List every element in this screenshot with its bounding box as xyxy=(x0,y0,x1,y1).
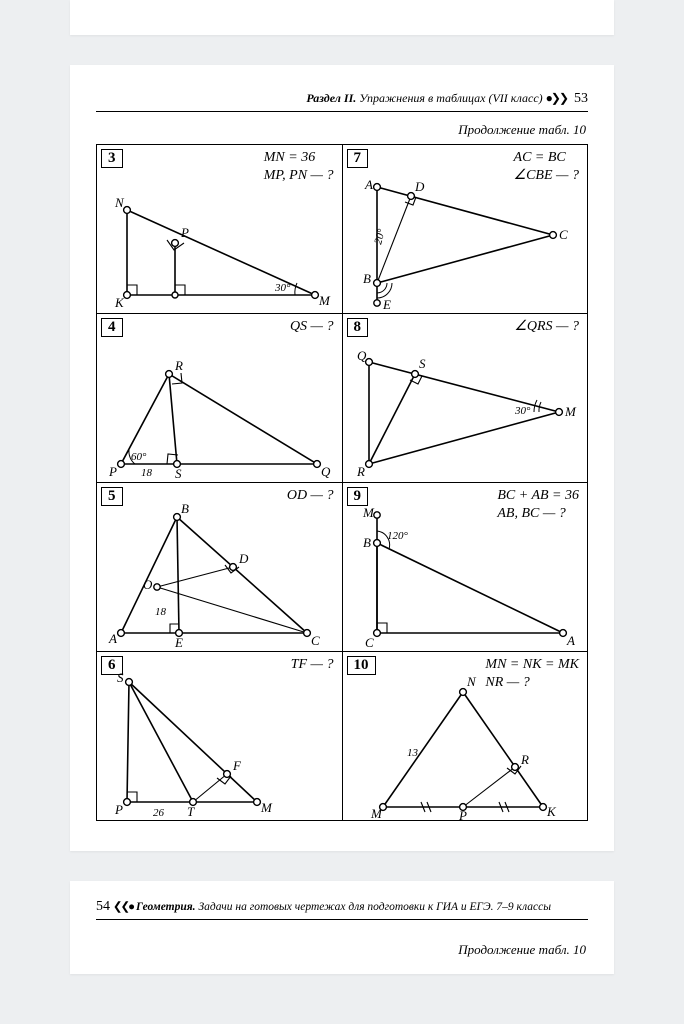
svg-text:M: M xyxy=(370,806,383,820)
svg-text:B: B xyxy=(181,501,189,516)
svg-text:P: P xyxy=(180,225,189,240)
svg-text:E: E xyxy=(174,635,183,650)
svg-text:D: D xyxy=(414,179,425,194)
svg-text:R: R xyxy=(174,358,183,373)
svg-text:S: S xyxy=(175,466,182,481)
header-page: 53 xyxy=(574,91,588,106)
svg-text:B: B xyxy=(363,535,371,550)
svg-text:20°: 20° xyxy=(372,227,388,246)
header-section: Раздел II. xyxy=(306,91,356,105)
svg-text:K: K xyxy=(114,295,125,310)
footer-sub: Задачи на готовых чертежах для подготовк… xyxy=(198,901,551,913)
footer-continuation: Продолжение табл. 10 xyxy=(96,942,586,958)
table-continuation: Продолжение табл. 10 xyxy=(96,122,586,138)
svg-text:P: P xyxy=(458,808,467,820)
svg-text:A: A xyxy=(108,631,117,646)
svg-text:N: N xyxy=(114,195,125,210)
cell-3: 3 MN = 36 MP, PN — ? 30° N P K M xyxy=(97,145,342,313)
svg-text:13: 13 xyxy=(407,747,419,759)
svg-text:R: R xyxy=(356,464,365,479)
svg-text:T: T xyxy=(187,804,195,819)
svg-text:B: B xyxy=(363,271,371,286)
cell-8-figure: 30° Q S M R xyxy=(343,314,589,482)
svg-text:120°: 120° xyxy=(387,530,409,542)
cell-7: 7 AC = BC ∠CBE — ? 20° A D C B E xyxy=(343,145,588,313)
header-bullets: ●❯❯ xyxy=(546,91,567,105)
svg-text:A: A xyxy=(364,177,373,192)
cell-10-figure: 13 N M P K R xyxy=(343,652,589,820)
cell-5: 5 OD — ? 18 B D O A E C xyxy=(97,483,342,651)
svg-text:M: M xyxy=(260,800,273,815)
svg-text:60°: 60° xyxy=(131,451,147,463)
header-rule xyxy=(96,111,588,112)
svg-text:26: 26 xyxy=(153,807,165,819)
svg-text:C: C xyxy=(311,633,320,648)
footer-book: Геометрия. xyxy=(136,901,196,913)
svg-text:C: C xyxy=(365,635,374,650)
next-page-header: 54 ❮❮● Геометрия. Задачи на готовых черт… xyxy=(70,881,614,974)
page-header: Раздел II. Упражнения в таблицах (VII кл… xyxy=(96,91,588,107)
cell-9: 9 BC + AB = 36 AB, BC — ? 120° M B C A xyxy=(343,483,588,651)
svg-text:18: 18 xyxy=(141,467,153,479)
cell-6: 6 TF — ? 26 S P T M F xyxy=(97,652,342,820)
cell-8: 8 ∠QRS — ? 30° Q S M R xyxy=(343,314,588,482)
cell-9-figure: 120° M B C A xyxy=(343,483,589,651)
problems-table: 3 MN = 36 MP, PN — ? 30° N P K M 7 AC = … xyxy=(96,144,588,821)
cell-3-figure: 30° N P K M xyxy=(97,145,343,313)
svg-text:30°: 30° xyxy=(514,405,531,417)
cell-4-figure: 60° 18 R P S Q xyxy=(97,314,343,482)
footer-bullets: ❮❮● xyxy=(113,901,133,913)
footer-page: 54 xyxy=(96,899,110,914)
svg-text:E: E xyxy=(382,297,391,312)
cell-7-figure: 20° A D C B E xyxy=(343,145,589,313)
svg-text:O: O xyxy=(143,577,153,592)
svg-text:K: K xyxy=(546,804,557,819)
svg-text:A: A xyxy=(566,633,575,648)
footer-rule xyxy=(96,919,588,920)
cell-4: 4 QS — ? 60° 18 R P S Q xyxy=(97,314,342,482)
svg-text:P: P xyxy=(108,464,117,479)
svg-text:M: M xyxy=(362,505,375,520)
svg-text:P: P xyxy=(114,802,123,817)
svg-text:R: R xyxy=(520,752,529,767)
svg-text:F: F xyxy=(232,758,242,773)
svg-text:Q: Q xyxy=(321,464,331,479)
svg-text:N: N xyxy=(466,674,477,689)
svg-text:M: M xyxy=(318,293,331,308)
svg-text:C: C xyxy=(559,227,568,242)
svg-text:30°: 30° xyxy=(274,282,291,294)
svg-text:M: M xyxy=(564,404,577,419)
svg-text:18: 18 xyxy=(155,606,167,618)
cell-5-figure: 18 B D O A E C xyxy=(97,483,343,651)
svg-text:D: D xyxy=(238,551,249,566)
svg-text:S: S xyxy=(117,670,124,685)
header-title: Упражнения в таблицах (VII класс) xyxy=(359,91,542,105)
cell-10: 10 MN = NK = MK NR — ? 13 N M P K R xyxy=(343,652,588,820)
svg-text:Q: Q xyxy=(357,348,367,363)
svg-text:S: S xyxy=(419,356,426,371)
cell-6-figure: 26 S P T M F xyxy=(97,652,343,820)
